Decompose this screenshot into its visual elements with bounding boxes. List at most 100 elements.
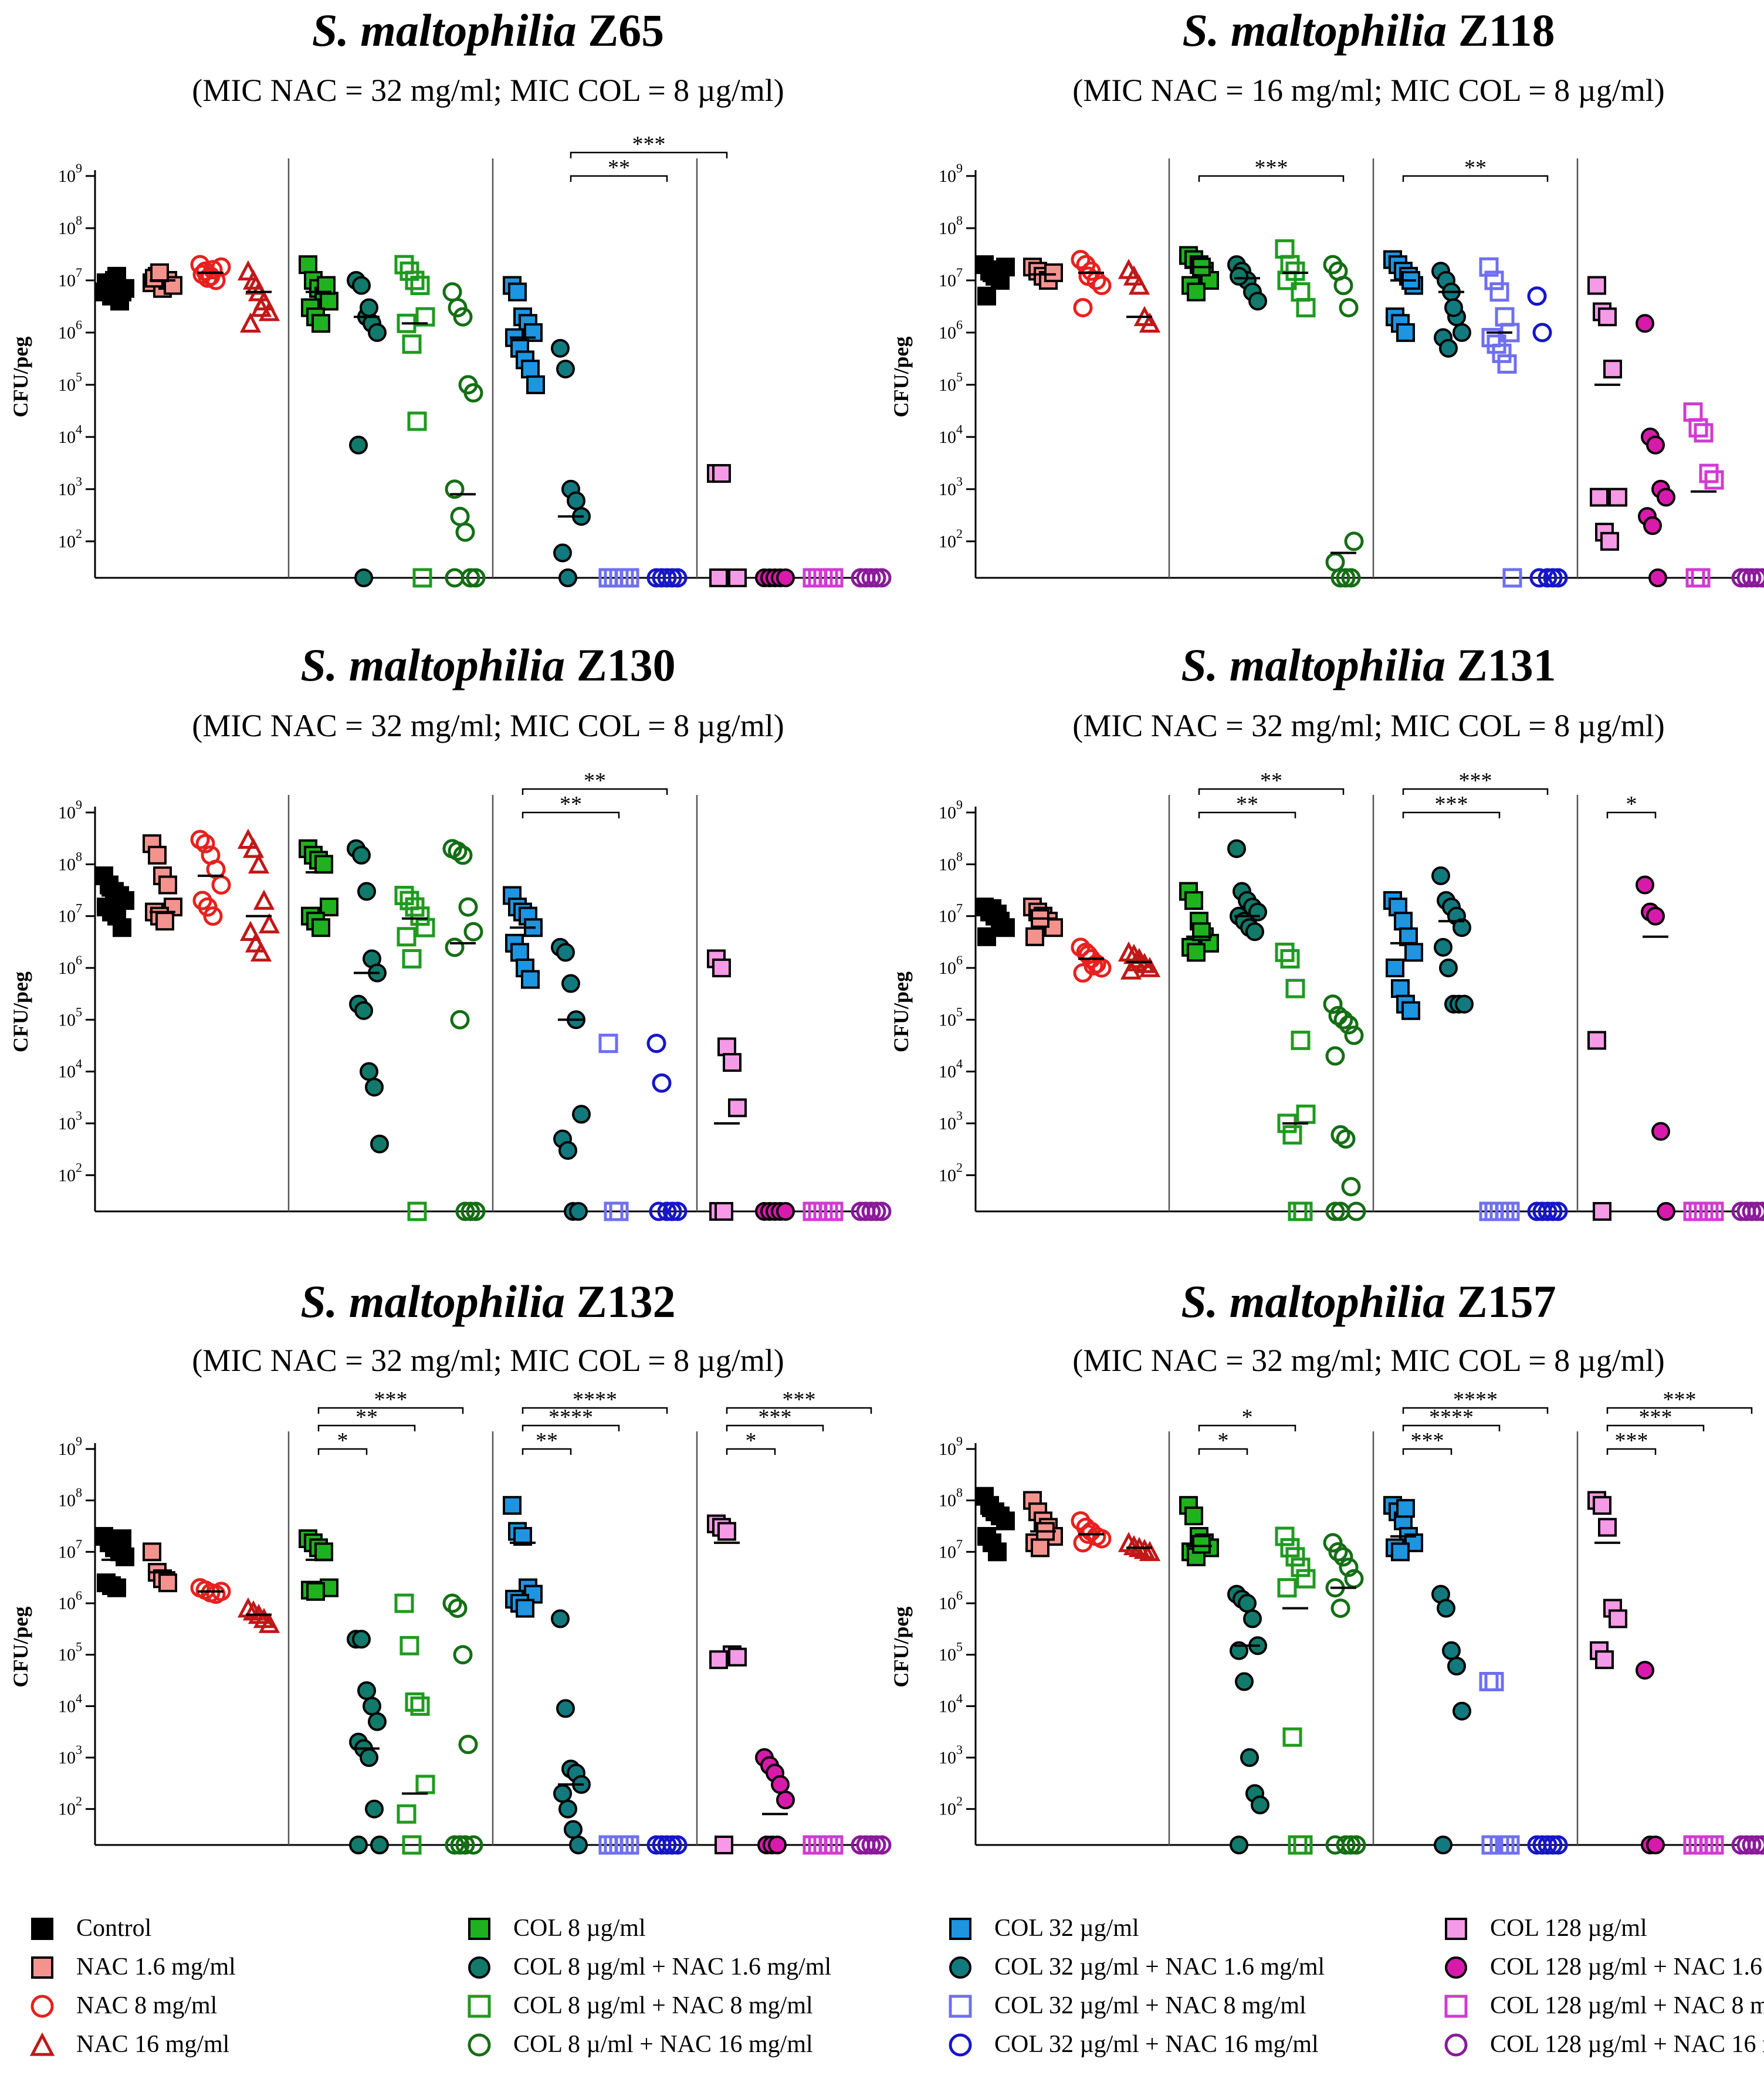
chart-panel: S. maltophilia Z130 (MIC NAC = 32 mg/ml; … (9, 639, 892, 1221)
significance-label: *** (1663, 1387, 1697, 1412)
data-point (728, 568, 747, 587)
y-tick-exponent: 2 (76, 1160, 82, 1174)
legend: Control NAC 1.6 mg/ml NAC 8 mg/ml NAC 16 mg… (29, 1915, 1764, 2058)
data-point (503, 1496, 522, 1515)
legend-item: COL 32 µg/ml (949, 1915, 1139, 1942)
y-tick-exponent: 9 (956, 797, 963, 812)
data-point (458, 1735, 478, 1755)
data-point (407, 411, 427, 431)
data-point (1587, 276, 1606, 295)
data-point (363, 1697, 381, 1716)
data-point (445, 479, 465, 499)
data-point (306, 1582, 325, 1601)
y-tick-label: 105 (939, 1004, 963, 1030)
significance-bracket (1402, 811, 1501, 818)
chart-title: S. maltophilia Z130 (300, 639, 675, 690)
y-tick-exponent: 2 (76, 526, 82, 541)
y-tick-base: 10 (58, 1697, 76, 1716)
data-point (977, 927, 996, 946)
y-tick-label: 104 (939, 1057, 963, 1082)
data-point (453, 1645, 473, 1665)
data-point (1280, 949, 1300, 969)
data-point (553, 1784, 572, 1803)
data-point (717, 1522, 736, 1541)
data-point (1752, 1201, 1764, 1221)
data-point (1442, 1641, 1461, 1660)
y-tick-label: 103 (939, 474, 963, 499)
data-point (453, 845, 473, 865)
data-point (352, 1630, 371, 1649)
significance-label: **** (573, 1387, 617, 1412)
data-point (1609, 487, 1627, 507)
y-tick-exponent: 7 (956, 1536, 963, 1551)
data-point (415, 307, 435, 327)
data-point (1139, 957, 1161, 977)
data-point (776, 1790, 795, 1810)
data-point (1396, 323, 1415, 342)
significance-label: *** (1639, 1405, 1672, 1430)
data-point (1139, 312, 1161, 333)
data-point (1391, 979, 1410, 998)
data-point (1704, 1201, 1724, 1221)
data-point (558, 568, 577, 587)
y-tick-base: 10 (58, 959, 76, 978)
data-point (1636, 1661, 1654, 1680)
y-tick-exponent: 2 (76, 1794, 82, 1809)
data-point (1285, 1547, 1305, 1567)
y-tick-label: 108 (58, 213, 82, 238)
data-point (1500, 1201, 1520, 1221)
legend-marker (31, 1956, 53, 1979)
significance-bracket (726, 1407, 872, 1414)
y-tick-label: 106 (58, 953, 82, 978)
y-tick-exponent: 6 (76, 317, 82, 332)
data-point (370, 1836, 389, 1854)
y-tick-base: 10 (939, 480, 956, 499)
data-point (712, 464, 731, 483)
legend-item: COL 128 µg/ml + NAC 16 mg/ml (1444, 2031, 1764, 2058)
data-point (116, 1547, 134, 1566)
data-point (1396, 1499, 1415, 1518)
data-point (872, 1201, 892, 1221)
y-tick-exponent: 4 (76, 422, 82, 436)
y-tick-exponent: 4 (956, 1057, 963, 1071)
significance-label: **** (1429, 1405, 1474, 1430)
data-point (1595, 1650, 1614, 1670)
data-point (988, 260, 1007, 279)
data-point (258, 913, 280, 934)
data-point (1479, 1672, 1499, 1692)
legend-marker (949, 2033, 972, 2057)
significance-bracket (317, 1448, 368, 1455)
data-point (1251, 1795, 1269, 1814)
data-point (1747, 1835, 1764, 1855)
data-point (1747, 1201, 1764, 1221)
data-point (1439, 338, 1458, 358)
significance-bracket (1198, 811, 1296, 818)
data-point (553, 543, 572, 563)
data-point (1293, 1835, 1313, 1855)
legend-item: NAC 16 mg/ml (29, 2031, 229, 2058)
data-point (237, 260, 259, 281)
data-point (203, 260, 223, 280)
y-tick-label: 109 (58, 797, 82, 822)
y-tick-base: 10 (58, 1440, 76, 1459)
data-point (354, 1001, 373, 1020)
data-point (521, 970, 540, 989)
data-point (402, 1835, 422, 1855)
data-point (569, 1202, 588, 1221)
significance-bracket (1402, 1424, 1501, 1431)
data-point (1184, 891, 1203, 910)
data-point (203, 906, 223, 926)
data-point (368, 323, 387, 342)
data-point (1439, 958, 1458, 977)
y-tick-base: 10 (939, 1646, 956, 1665)
legend-label: COL 128 µg/ml + NAC 8 mg/ml (1490, 1992, 1764, 2019)
y-tick-exponent: 7 (956, 901, 963, 916)
data-point (861, 568, 881, 588)
data-point (352, 845, 371, 865)
data-point (1598, 1518, 1617, 1537)
legend-label: COL 32 µg/ml (994, 1915, 1139, 1942)
chart-title-strain: Z130 (565, 639, 676, 690)
chart-title-species: S. maltophilia (1181, 639, 1445, 690)
y-tick-label: 107 (939, 265, 963, 290)
data-point (448, 1599, 468, 1619)
